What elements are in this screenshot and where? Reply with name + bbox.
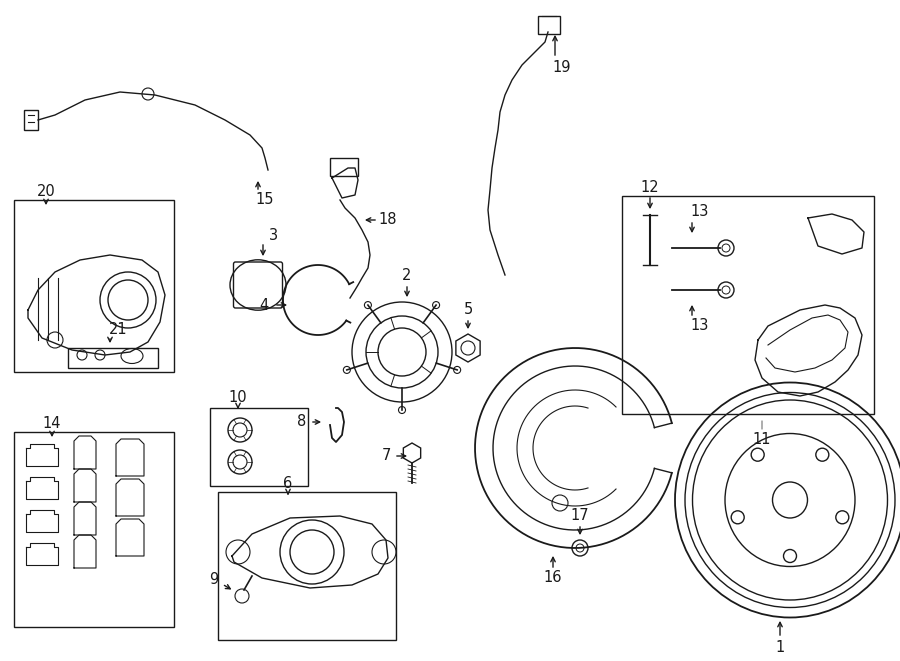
- Text: 5: 5: [464, 303, 472, 317]
- Text: 17: 17: [571, 508, 590, 524]
- Text: 11: 11: [752, 432, 771, 447]
- Bar: [14, 432, 174, 627]
- Bar: [24, 110, 38, 130]
- Text: 6: 6: [284, 475, 292, 490]
- Text: 19: 19: [553, 61, 572, 75]
- Text: 13: 13: [691, 319, 709, 334]
- Text: 2: 2: [402, 268, 411, 284]
- Text: 13: 13: [691, 204, 709, 219]
- Text: 15: 15: [256, 192, 274, 208]
- Text: 16: 16: [544, 570, 562, 586]
- Text: 12: 12: [641, 180, 660, 196]
- Text: 21: 21: [109, 323, 127, 338]
- Bar: [210, 408, 308, 486]
- Bar: [538, 16, 560, 34]
- Text: 14: 14: [43, 416, 61, 432]
- Bar: [330, 158, 358, 176]
- Text: 18: 18: [379, 212, 397, 227]
- Text: 10: 10: [229, 391, 248, 405]
- Bar: [622, 196, 874, 414]
- Bar: [68, 348, 158, 368]
- Text: 4: 4: [259, 297, 268, 313]
- Text: 3: 3: [268, 229, 277, 243]
- Text: 7: 7: [382, 449, 391, 463]
- Text: 1: 1: [776, 641, 785, 656]
- Text: 8: 8: [297, 414, 307, 430]
- Text: 20: 20: [37, 184, 56, 200]
- Bar: [218, 492, 396, 640]
- Text: 9: 9: [210, 572, 219, 586]
- Bar: [14, 200, 174, 372]
